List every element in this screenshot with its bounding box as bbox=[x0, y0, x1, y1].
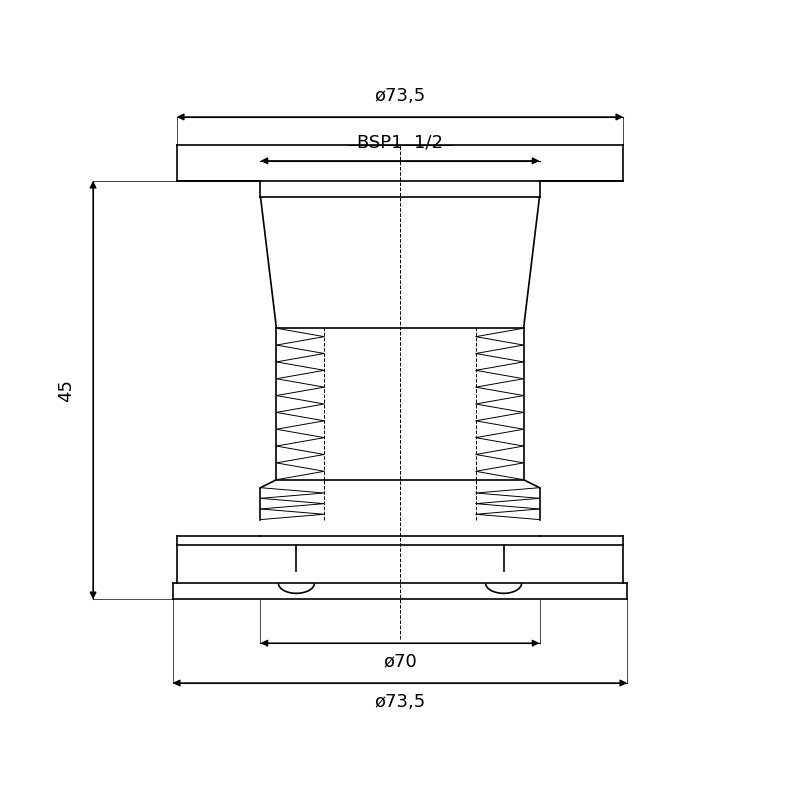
Text: BSP1  1/2: BSP1 1/2 bbox=[357, 134, 443, 151]
Text: 45: 45 bbox=[58, 378, 75, 402]
Text: ø73,5: ø73,5 bbox=[374, 87, 426, 105]
Text: ø73,5: ø73,5 bbox=[374, 693, 426, 710]
Text: ø70: ø70 bbox=[383, 653, 417, 670]
